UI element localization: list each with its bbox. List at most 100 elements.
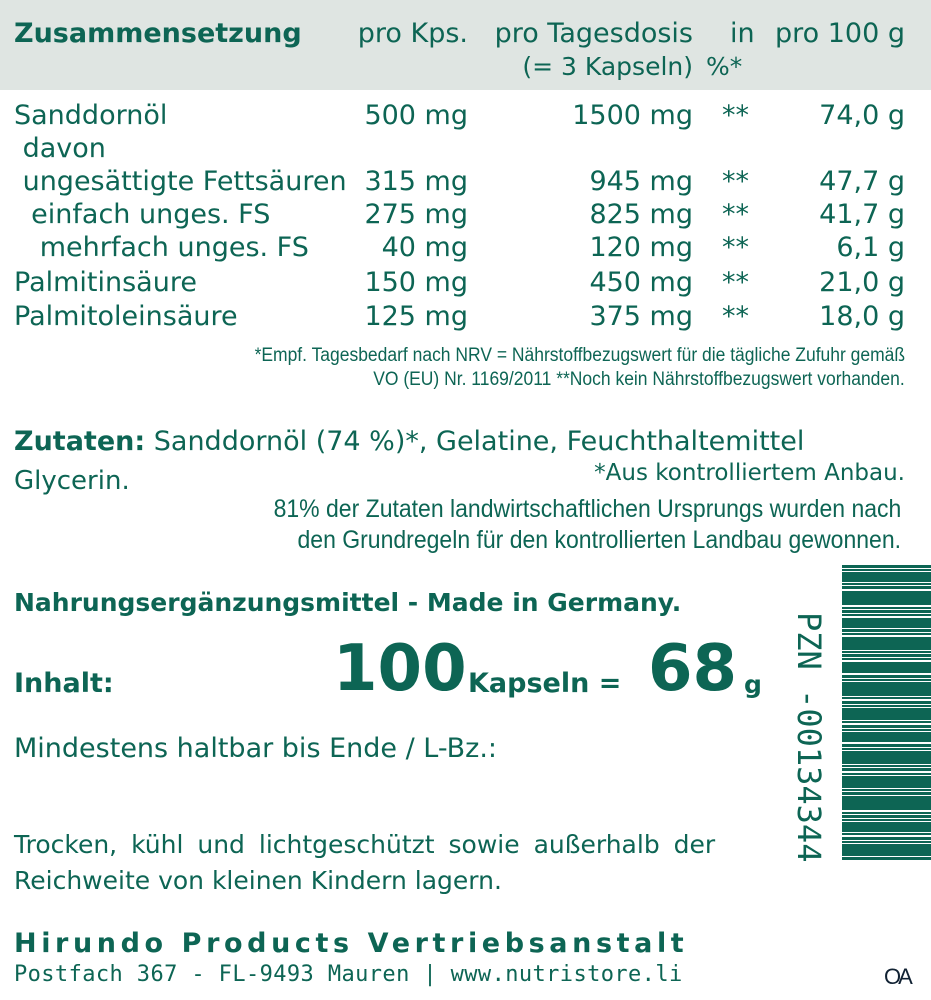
barcode-bar [842,812,931,814]
nrv-percent: ** [722,267,749,298]
organic-share-2: den Grundregeln für den kontrollierten L… [297,526,901,554]
barcode [842,565,931,985]
barcode-bar [842,629,931,632]
header-per-capsule: pro Kps. [357,18,468,49]
barcode-bar [842,637,931,650]
nrv-percent: ** [722,232,749,263]
per-capsule: 125 mg [364,301,468,332]
barcode-bar [842,583,931,585]
table-row: davon [0,133,931,166]
barcode-bar [842,607,931,609]
barcode-bar [842,792,931,795]
table-header: Zusammensetzung pro Kps. pro Tagesdosis … [0,0,931,90]
footnote-no-nrv: VO (EU) Nr. 1169/2011 **Noch kein Nährst… [373,369,905,390]
per-100g: 18,0 g [819,301,905,332]
table-row: mehrfach unges. FS 40 mg 120 mg ** 6,1 g [0,232,931,265]
barcode-bar [842,586,931,589]
barcode-bar [842,572,931,582]
barcode-bar [842,822,931,832]
company-address: Postfach 367 - FL-9493 Mauren | www.nutr… [14,962,683,987]
per-100g: 47,7 g [819,166,905,197]
header-per-100g: pro 100 g [774,18,905,49]
weight-value: 68 [648,632,738,706]
barcode-bar [842,679,931,681]
table-row: Palmitinsäure 150 mg 450 mg ** 21,0 g [0,267,931,300]
per-100g: 21,0 g [819,267,905,298]
table-row: Palmitoleinsäure 125 mg 375 mg ** 18,0 g [0,301,931,334]
barcode-bar [842,633,931,635]
best-before: Mindestens haltbar bis Ende / L-Bz.: [14,733,497,764]
pzn-number: PZN -00134344 [790,612,828,863]
barcode-bar [842,591,931,605]
footnote-nrv: *Empf. Tagesbedarf nach NRV = Nährstoffb… [254,345,905,366]
barcode-bar [842,748,931,750]
barcode-bar [842,697,931,699]
nutrient-name: mehrfach unges. FS [14,232,309,263]
per-100g: 6,1 g [836,232,905,263]
per-daily-dose: 825 mg [589,199,693,230]
ingredients-text-cont: Glycerin. [14,466,130,496]
nutrient-name: Sanddornöl [14,100,168,131]
barcode-bar [842,744,931,747]
barcode-bar [842,658,931,660]
company-name: Hirundo Products Vertriebsanstalt [14,928,689,959]
per-100g: 41,7 g [819,199,905,230]
barcode-bar [842,844,931,856]
header-dose-note: (= 3 Kapseln) [522,52,693,81]
weight-unit: g [744,670,762,699]
barcode-bar [842,729,931,731]
barcode-bar [842,751,931,764]
barcode-bar [842,569,931,571]
barcode-bar [842,721,931,723]
barcode-mark: OA [884,964,913,989]
header-composition: Zusammensetzung [14,18,302,49]
capsule-unit: Kapseln = [468,668,622,699]
nrv-percent: ** [722,199,749,230]
per-capsule: 150 mg [364,267,468,298]
barcode-bar [842,725,931,728]
barcode-bar [842,705,931,707]
ingredients-label: Zutaten: [14,426,146,457]
barcode-bar [842,701,931,704]
per-daily-dose: 120 mg [589,232,693,263]
header-per-daily-dose: pro Tagesdosis [494,18,693,49]
per-capsule: 40 mg [381,232,468,263]
nrv-percent: ** [722,100,749,131]
nutrient-name: ungesättigte Fettsäuren [14,166,347,197]
barcode-bar [842,837,931,840]
barcode-bar [842,708,931,720]
storage-1: Trocken, kühl und lichtgeschützt sowie a… [14,830,716,859]
nrv-percent: ** [722,166,749,197]
barcode-bar [842,796,931,810]
per-daily-dose: 945 mg [589,166,693,197]
table-row: Sanddornöl 500 mg 1500 mg ** 74,0 g [0,100,931,133]
per-capsule: 315 mg [364,166,468,197]
nutrient-name: Palmitinsäure [14,267,197,298]
barcode-bar [842,682,931,696]
per-daily-dose: 1500 mg [572,100,693,131]
barcode-bar [842,662,931,673]
per-capsule: 275 mg [364,199,468,230]
nutrient-name: einfach unges. FS [14,199,271,230]
barcode-bar [842,768,931,771]
header-percent: %* [706,52,743,81]
barcode-bar [842,651,931,653]
content-label: Inhalt: [14,668,114,699]
barcode-bar [842,833,931,835]
barcode-bar [842,819,931,821]
per-capsule: 500 mg [364,100,468,131]
barcode-bar [842,614,931,616]
table-row: ungesättigte Fettsäuren 315 mg 945 mg ** 47,… [0,166,931,199]
per-100g: 74,0 g [819,100,905,131]
barcode-bar [842,654,931,657]
barcode-bar [842,773,931,775]
barcode-bar [842,675,931,678]
barcode-bar [842,815,931,818]
nutrient-name: davon [14,133,106,164]
barcode-bar [842,618,931,628]
barcode-bar [842,565,931,568]
ingredients-text: Sanddornöl (74 %)*, Gelatine, Feuchthalt… [153,426,805,457]
barcode-bar [842,610,931,613]
product-type: Nahrungsergänzungsmittel - Made in Germa… [14,588,682,617]
